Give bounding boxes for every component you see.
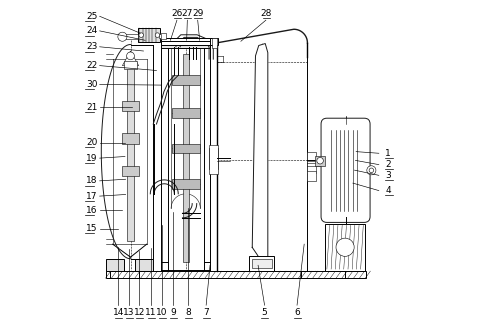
- Circle shape: [126, 52, 134, 60]
- Bar: [182, 54, 188, 262]
- Text: 5: 5: [261, 308, 267, 318]
- Text: 23: 23: [86, 42, 97, 51]
- Bar: [106, 271, 313, 278]
- Bar: [124, 61, 136, 69]
- Text: 7: 7: [203, 308, 209, 318]
- Text: 20: 20: [86, 138, 97, 147]
- Text: 25: 25: [86, 12, 97, 21]
- Text: 27: 27: [181, 8, 193, 18]
- FancyBboxPatch shape: [320, 118, 369, 222]
- Text: 12: 12: [133, 308, 145, 318]
- Text: 2: 2: [385, 160, 391, 169]
- Text: 8: 8: [185, 308, 190, 318]
- Bar: [171, 108, 199, 118]
- Bar: [106, 259, 124, 271]
- Polygon shape: [122, 51, 138, 66]
- Text: 14: 14: [113, 308, 124, 318]
- Text: 4: 4: [385, 186, 391, 195]
- Text: 13: 13: [123, 308, 135, 318]
- Bar: [307, 171, 315, 181]
- Bar: [171, 143, 199, 153]
- Circle shape: [335, 238, 353, 256]
- Bar: [307, 161, 315, 173]
- Text: 3: 3: [385, 171, 391, 180]
- Text: 1: 1: [385, 149, 391, 158]
- Bar: [165, 39, 205, 46]
- Bar: [126, 66, 134, 241]
- Text: 28: 28: [259, 8, 271, 18]
- Text: 18: 18: [86, 176, 97, 185]
- Bar: [171, 75, 199, 85]
- Circle shape: [368, 168, 373, 172]
- Circle shape: [366, 166, 375, 175]
- Bar: [121, 166, 139, 176]
- Circle shape: [138, 33, 143, 37]
- Bar: [159, 34, 161, 38]
- Text: 10: 10: [156, 308, 167, 318]
- Bar: [251, 259, 271, 269]
- Bar: [210, 38, 218, 46]
- Bar: [160, 41, 212, 46]
- Circle shape: [118, 32, 127, 41]
- Bar: [121, 133, 139, 143]
- Bar: [315, 156, 324, 166]
- Bar: [300, 271, 365, 278]
- Text: 26: 26: [171, 8, 182, 18]
- Bar: [135, 259, 153, 271]
- Text: 6: 6: [294, 308, 299, 318]
- Text: 11: 11: [145, 308, 156, 318]
- Bar: [121, 101, 139, 111]
- Text: 9: 9: [170, 308, 176, 318]
- Circle shape: [316, 157, 323, 164]
- Bar: [248, 257, 274, 271]
- Text: 17: 17: [86, 192, 97, 200]
- Bar: [208, 148, 218, 170]
- Bar: [325, 224, 364, 271]
- Bar: [211, 38, 216, 48]
- Bar: [160, 39, 210, 48]
- Text: 30: 30: [86, 80, 97, 89]
- Polygon shape: [252, 44, 267, 265]
- Bar: [307, 152, 315, 163]
- Bar: [171, 179, 199, 189]
- Text: 24: 24: [86, 26, 97, 36]
- Text: 22: 22: [86, 61, 97, 70]
- Circle shape: [155, 33, 159, 37]
- Text: 19: 19: [86, 154, 97, 163]
- Bar: [160, 33, 166, 39]
- Bar: [160, 38, 212, 41]
- Bar: [209, 145, 217, 174]
- Text: 29: 29: [192, 8, 203, 18]
- Text: 16: 16: [86, 206, 97, 215]
- Bar: [137, 28, 160, 42]
- Text: 21: 21: [86, 103, 97, 112]
- Bar: [125, 34, 137, 39]
- Text: 15: 15: [86, 224, 97, 233]
